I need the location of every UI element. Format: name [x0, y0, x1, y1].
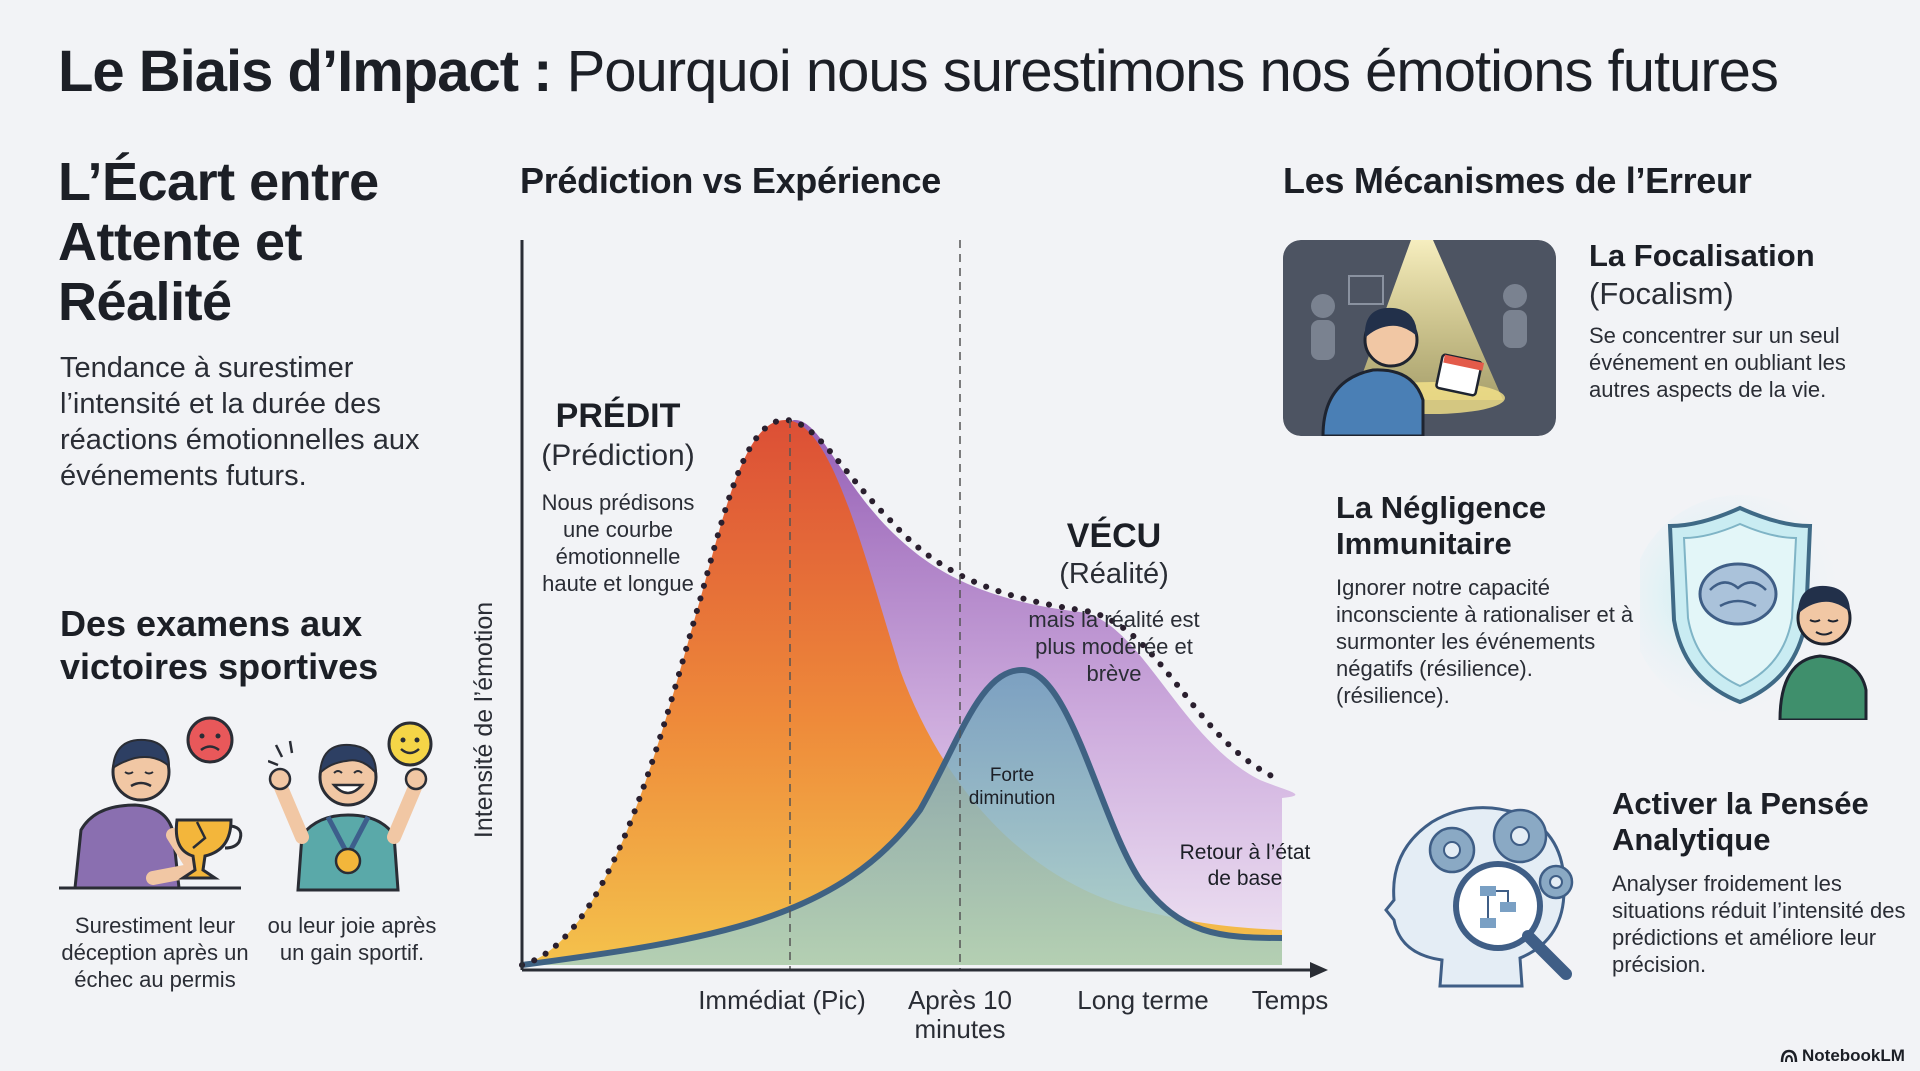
- analytique-description: Analyser froidement les situations rédui…: [1612, 871, 1906, 977]
- caption-sad: Surestiment leur déception après un éche…: [61, 913, 249, 992]
- predicted-desc-3: émotionnelle: [556, 544, 681, 569]
- experienced-curve: [521, 666, 1283, 968]
- predicted-dotted-curve: [519, 416, 1283, 968]
- predicted-desc-2: une courbe: [563, 517, 673, 542]
- x-tick-apres-10: Après 10: [908, 985, 1012, 1015]
- annotation-baseline-2: de base: [1208, 867, 1283, 890]
- focalisation-title: La Focalisation: [1589, 238, 1815, 273]
- experienced-desc-2: plus modérée et: [1035, 634, 1193, 659]
- caption-happy: ou leur joie après un gain sportif.: [267, 913, 437, 965]
- shield-icon: [1640, 495, 1868, 720]
- title-bold: Le Biais d’Impact :: [58, 39, 552, 104]
- predicted-desc-4: haute et longue: [542, 571, 694, 596]
- x-axis-arrow: [1310, 962, 1328, 978]
- happy-person-illustration: [268, 740, 428, 892]
- mechanisms-heading: Les Mécanismes de l’Erreur: [1283, 160, 1752, 201]
- chart-title: Prédiction vs Expérience: [520, 160, 941, 201]
- y-axis-label: Intensité de l’émotion: [470, 602, 498, 838]
- x-tick-immediat: Immédiat (Pic): [698, 985, 866, 1015]
- gears-head-icon: [1384, 806, 1574, 988]
- annotation-drop-2: diminution: [969, 788, 1056, 809]
- predicted-sublabel: (Prédiction): [541, 439, 694, 472]
- focalisation-subtitle: (Focalism): [1589, 276, 1734, 311]
- focalisation-description: Se concentrer sur un seul événement en o…: [1589, 323, 1846, 402]
- brand-logo: NotebookLM: [1780, 1046, 1905, 1066]
- gap-description: Tendance à surestimer l’intensité et la …: [60, 352, 420, 492]
- prediction-vs-experience-chart: Intensité de l’émotion Immédiat (Pic) Ap…: [470, 240, 1329, 1044]
- analytique-title: Activer la Pensée Analytique: [1612, 786, 1869, 857]
- experienced-area: [522, 670, 1282, 965]
- examples-heading: Des examens aux victoires sportives: [60, 603, 379, 687]
- annotation-baseline-1: Retour à l’état: [1180, 841, 1311, 864]
- experienced-desc-3: brève: [1086, 661, 1141, 686]
- gap-heading: L’Écart entre Attente et Réalité: [58, 152, 379, 332]
- experienced-label: VÉCU: [1067, 517, 1161, 555]
- predicted-desc-1: Nous prédisons: [542, 490, 695, 515]
- negligence-description: Ignorer notre capacité inconsciente à ra…: [1336, 575, 1634, 708]
- annotation-drop-1: Forte: [990, 765, 1034, 786]
- x-tick-long-terme: Long terme: [1077, 985, 1209, 1015]
- x-tick-minutes: minutes: [914, 1014, 1005, 1044]
- predicted-label: PRÉDIT: [556, 397, 681, 435]
- sad-person-illustration: [59, 716, 243, 890]
- title-rest: Pourquoi nous surestimons nos émotions f…: [566, 39, 1779, 104]
- predicted-peak-area: [522, 420, 1282, 965]
- notebooklm-icon: [1780, 1049, 1798, 1063]
- happy-face-icon: [387, 721, 433, 767]
- experienced-sublabel: (Réalité): [1059, 558, 1169, 590]
- x-axis-label: Temps: [1252, 985, 1329, 1015]
- experienced-desc-1: mais la réalité est: [1028, 607, 1199, 632]
- page-title: Le Biais d’Impact : Pourquoi nous surest…: [58, 38, 1779, 105]
- brand-name: NotebookLM: [1802, 1046, 1905, 1065]
- negligence-title: La Négligence Immunitaire: [1336, 490, 1547, 561]
- spotlight-illustration: [1283, 240, 1556, 436]
